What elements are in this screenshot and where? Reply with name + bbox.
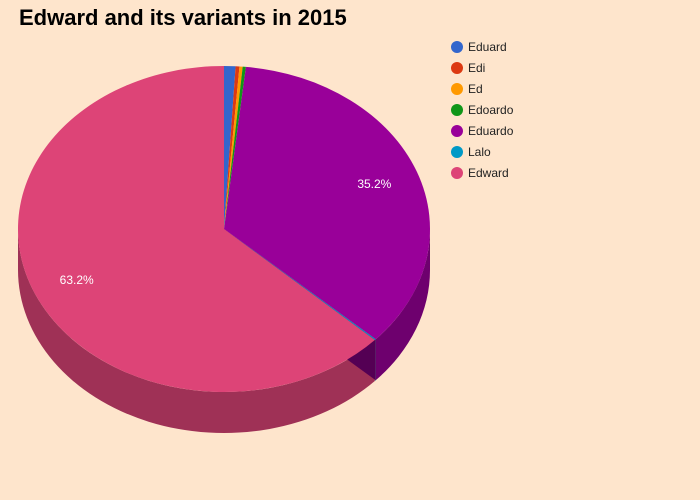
pie-slice-lalo[interactable] (224, 229, 376, 341)
pie-slice-eduardo[interactable] (224, 66, 431, 340)
legend-item-edi[interactable]: Edi (451, 57, 513, 78)
legend-item-ed[interactable]: Ed (451, 78, 513, 99)
legend-item-edoardo[interactable]: Edoardo (451, 99, 513, 120)
pie-side-edward (18, 229, 375, 434)
legend-swatch-eduard (451, 40, 463, 53)
pie-slice-eduard[interactable] (224, 66, 236, 229)
legend-label-eduard: Eduard (468, 39, 507, 54)
legend-item-eduard[interactable]: Eduard (451, 36, 513, 57)
legend-swatch-eduardo (451, 124, 463, 137)
legend-swatch-edward (451, 166, 463, 179)
pie-slice-edi[interactable] (224, 66, 240, 229)
data-label-eduardo: 35.2% (357, 177, 391, 191)
pie-slice-edward[interactable] (18, 66, 375, 392)
pie-slice-edoardo[interactable] (224, 66, 246, 230)
legend: Eduard Edi Ed Edoardo Eduardo Lalo Edward (451, 36, 513, 183)
legend-label-edi: Edi (468, 60, 486, 75)
chart-title: Edward and its variants in 2015 (19, 5, 347, 30)
pie-slice-ed[interactable] (224, 66, 243, 230)
legend-label-ed: Ed (468, 81, 483, 96)
legend-label-edward: Edward (468, 165, 509, 180)
legend-label-edoardo: Edoardo (468, 102, 514, 117)
data-label-edward: 63.2% (60, 273, 94, 287)
legend-swatch-lalo (451, 145, 463, 158)
legend-item-eduardo[interactable]: Eduardo (451, 120, 513, 141)
legend-item-edward[interactable]: Edward (451, 162, 513, 183)
pie-side-eduardo (375, 229, 430, 381)
legend-swatch-edoardo (451, 103, 463, 116)
legend-swatch-edi (451, 61, 463, 74)
legend-label-lalo: Lalo (468, 144, 491, 159)
legend-label-eduardo: Eduardo (468, 123, 514, 138)
legend-swatch-ed (451, 82, 463, 95)
legend-item-lalo[interactable]: Lalo (451, 141, 513, 162)
